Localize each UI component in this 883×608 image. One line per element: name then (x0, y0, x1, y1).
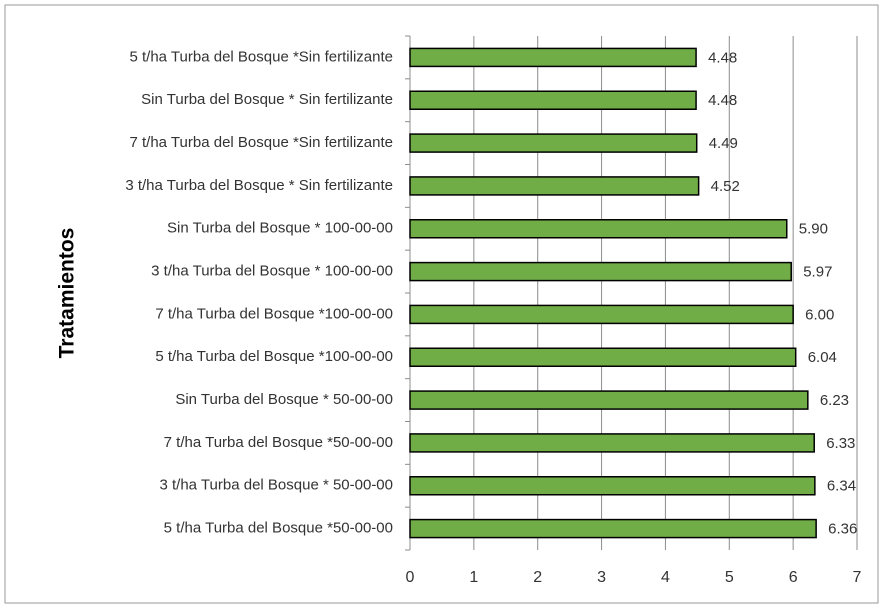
bar (409, 90, 697, 110)
data-label: 4.49 (709, 135, 738, 152)
y-tick-label: Sin Turba del Bosque * Sin fertilizante (141, 91, 393, 108)
x-tick-label: 7 (853, 569, 862, 586)
bar (409, 390, 809, 410)
bar (409, 261, 792, 282)
y-tick-label: 3 t/ha Turba del Bosque * 100-00-00 (151, 263, 393, 280)
y-tick-label: 3 t/ha Turba del Bosque * 50-00-00 (160, 477, 394, 494)
bar (409, 133, 698, 153)
data-label: 6.34 (827, 478, 856, 495)
data-label: 6.36 (828, 521, 857, 538)
data-label: 4.48 (708, 92, 737, 109)
x-tick-label: 3 (597, 569, 606, 586)
x-tick-label: 6 (789, 569, 798, 586)
y-tick-label: 5 t/ha Turba del Bosque *Sin fertilizant… (130, 48, 394, 65)
y-tick-label: 5 t/ha Turba del Bosque *50-00-00 (164, 520, 393, 537)
y-tick-label: 7 t/ha Turba del Bosque *100-00-00 (155, 305, 393, 322)
x-tick-label: 5 (725, 569, 734, 586)
y-tick-label: Sin Turba del Bosque * 50-00-00 (175, 391, 393, 408)
data-label: 6.23 (820, 392, 849, 409)
y-tick-label: 3 t/ha Turba del Bosque * Sin fertilizan… (125, 177, 393, 194)
y-tick-label: Sin Turba del Bosque * 100-00-00 (167, 220, 393, 237)
bar (409, 476, 816, 496)
data-label: 6.33 (826, 435, 855, 452)
data-label: 6.00 (805, 306, 834, 323)
data-label: 5.90 (799, 221, 828, 238)
x-tick-label: 2 (533, 569, 542, 586)
data-label: 5.97 (803, 264, 832, 281)
bar (409, 433, 815, 453)
data-label: 6.04 (808, 349, 837, 366)
x-tick-label: 0 (406, 569, 415, 586)
x-tick-label: 1 (469, 569, 478, 586)
y-axis-label: Tratamientos (56, 228, 79, 359)
y-tick-label: 7 t/ha Turba del Bosque *Sin fertilizant… (130, 134, 394, 151)
bar (409, 518, 817, 539)
data-label: 4.52 (711, 178, 740, 195)
data-label: 4.48 (708, 49, 737, 66)
bar (409, 47, 697, 68)
bar (409, 347, 797, 367)
y-tick-label: 5 t/ha Turba del Bosque *100-00-00 (155, 348, 393, 365)
x-tick-label: 4 (661, 569, 670, 586)
bar (409, 176, 700, 196)
bar (409, 304, 794, 325)
bar (409, 219, 788, 239)
y-tick-label: 7 t/ha Turba del Bosque *50-00-00 (164, 434, 393, 451)
